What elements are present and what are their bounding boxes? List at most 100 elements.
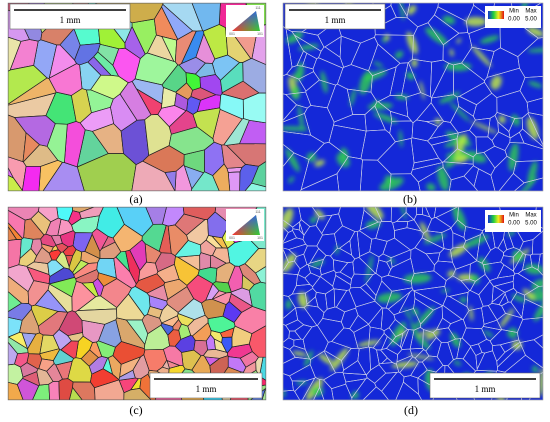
strain-band: [511, 294, 527, 303]
grain: [192, 107, 221, 140]
strain-band: [479, 35, 500, 44]
panel-frame: [282, 2, 544, 192]
grain-boundary: [382, 237, 412, 259]
grain-boundary: [283, 248, 289, 272]
panel-frame: [282, 206, 544, 401]
strain-band: [499, 308, 515, 329]
grain-boundary: [521, 112, 543, 147]
grain: [38, 358, 55, 372]
grain-boundary: [399, 3, 411, 18]
grain: [201, 298, 227, 319]
grain: [161, 3, 194, 40]
strain-band: [464, 16, 487, 27]
legend-min-label: Min: [509, 9, 519, 15]
strain-band: [471, 45, 492, 68]
strain-band: [490, 75, 502, 90]
grain-boundary: [333, 288, 348, 308]
grain: [162, 345, 184, 367]
grain-boundary: [318, 46, 345, 69]
ipf-label: 111: [255, 210, 260, 214]
grain-boundary: [413, 298, 434, 325]
strain-band: [420, 221, 430, 241]
grain-boundary: [299, 173, 340, 191]
strain-band: [415, 306, 435, 328]
grain-boundary: [288, 243, 308, 257]
panel-frame: [7, 2, 267, 192]
grain-boundary: [504, 287, 518, 303]
scale-bar-box: [149, 372, 263, 399]
strain-band: [425, 27, 448, 46]
grain-boundary: [376, 349, 388, 365]
strain-band: [373, 61, 384, 68]
grain-boundary: [496, 90, 529, 119]
strain-band: [464, 150, 487, 163]
strain-band: [406, 31, 418, 55]
legend-max-label: Max: [525, 213, 536, 219]
strain-band: [526, 116, 539, 140]
strain-band: [439, 91, 461, 104]
legend-min: 0.00: [508, 17, 520, 23]
scale-bar-box: [429, 372, 541, 399]
grain-boundary: [316, 233, 338, 257]
grain-boundary: [283, 93, 297, 121]
grain-boundary: [333, 114, 367, 132]
micrograph: [8, 207, 266, 400]
strain-band: [394, 50, 404, 59]
strain-band: [411, 307, 420, 317]
strain-band: [283, 126, 309, 131]
scale-bar-label: 1 mm: [475, 384, 496, 394]
strain-band: [483, 330, 494, 338]
strain-band: [410, 321, 420, 340]
micrograph: [283, 207, 543, 400]
grain: [20, 362, 39, 378]
strain-band: [524, 263, 543, 275]
grain: [30, 210, 52, 236]
grain-boundary: [370, 66, 397, 103]
strain-band: [417, 329, 431, 337]
grain: [161, 64, 187, 93]
grain-boundary: [338, 207, 365, 232]
scale-bar-label: 1 mm: [325, 15, 346, 25]
grain-boundary: [484, 67, 526, 98]
grain: [160, 322, 174, 336]
legend-min-label: Min: [509, 213, 519, 219]
grain: [67, 332, 84, 342]
grain: [46, 123, 68, 163]
legend-min: 0.00: [508, 221, 520, 227]
grain-boundary: [359, 209, 379, 231]
grain: [125, 319, 149, 346]
grain: [48, 380, 60, 400]
grain-boundary: [374, 207, 392, 222]
grain: [74, 308, 118, 325]
strain-band: [522, 288, 535, 300]
grain-boundary: [301, 377, 320, 400]
grain: [146, 284, 169, 302]
strain-band: [384, 175, 394, 185]
strain-band: [398, 129, 403, 148]
ipf-label: 111: [255, 6, 260, 10]
grain-boundary: [283, 26, 293, 77]
strain-band: [527, 47, 543, 53]
strain-band: [454, 154, 468, 164]
grain-boundary: [395, 212, 415, 222]
strain-band: [453, 360, 462, 366]
grain-boundary: [381, 336, 394, 351]
grain-boundary: [302, 325, 329, 360]
ipf-label: 001: [229, 236, 235, 240]
grain: [174, 92, 189, 112]
strain-band: [454, 133, 467, 155]
strain-band: [399, 207, 407, 220]
grain-boundary: [304, 288, 317, 305]
grain: [16, 377, 40, 400]
grain-boundary: [380, 307, 396, 332]
strain-band: [285, 148, 300, 172]
grain: [78, 207, 104, 219]
strain-band: [411, 58, 418, 68]
strain-band: [469, 274, 480, 285]
grain-boundary: [411, 119, 439, 142]
grain: [48, 44, 78, 79]
grain: [238, 263, 262, 285]
strain-band: [464, 234, 490, 248]
grain: [220, 62, 244, 94]
